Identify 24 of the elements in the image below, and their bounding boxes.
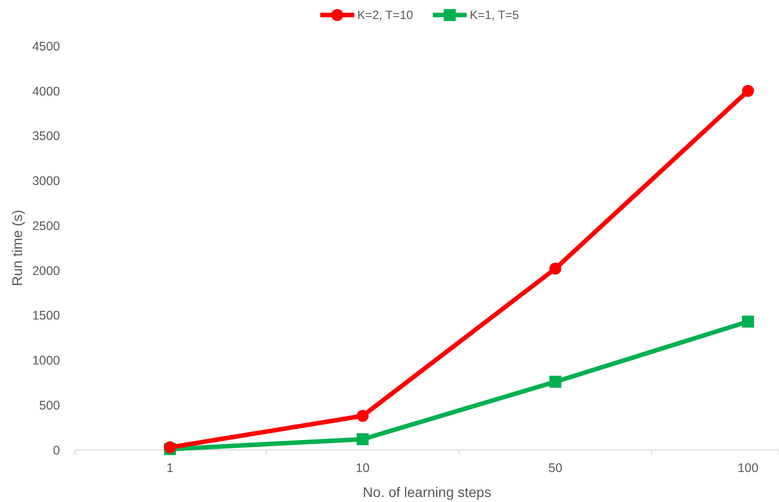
legend-label: K=2, T=10 [357,8,414,22]
y-tick-label: 3500 [32,129,60,144]
legend-label: K=1, T=5 [470,8,520,22]
x-tick-label: 100 [738,461,758,475]
point [356,433,369,446]
y-tick-label: 2500 [32,218,60,233]
y-tick-label: 4500 [32,39,60,54]
y-tick-label: 4000 [32,84,60,98]
y-tick-label: 3000 [32,174,60,188]
y-tick-label: 1500 [32,308,60,323]
y-tick-label: 2000 [32,264,60,278]
point [549,376,562,388]
y-tick-label: 1000 [32,354,60,368]
x-tick-label: 50 [548,461,562,475]
y-tick-label: 0 [53,443,60,458]
point [742,84,754,97]
y-tick-label: 500 [39,398,60,412]
point [549,262,562,275]
point [356,410,369,422]
y-axis-title: Run time (s) [9,210,25,286]
point [742,316,754,328]
x-tick-label: 10 [356,461,370,475]
x-tick-label: 1 [166,461,174,475]
x-axis-title: No. of learning steps [362,484,492,500]
